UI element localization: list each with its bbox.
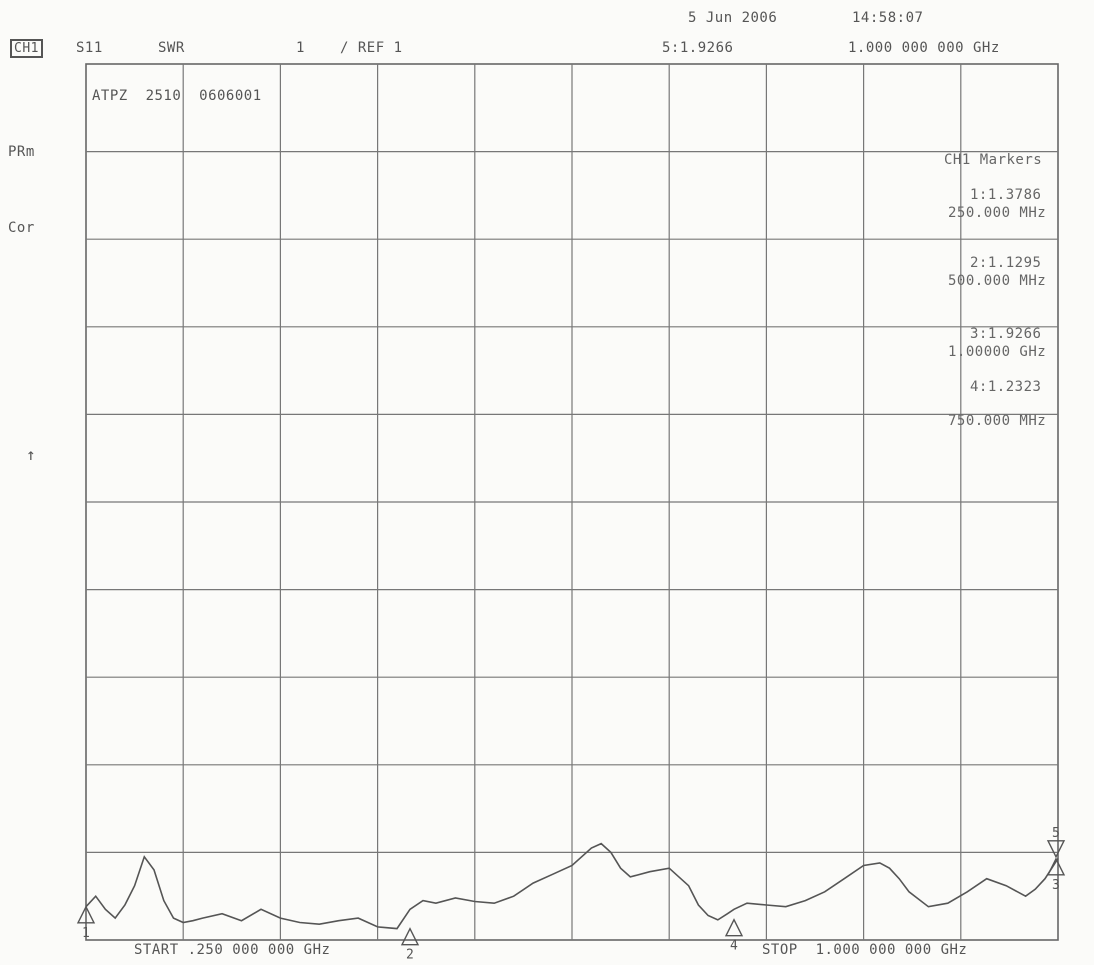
parameter-label: S11 [76, 40, 103, 56]
marker-5-tag: 5 [1052, 826, 1060, 841]
header-time: 14:58:07 [852, 10, 924, 26]
start-frequency: START .250 000 000 GHz [134, 942, 331, 958]
marker-4-frequency: 750.000 MHz [948, 413, 1047, 429]
channel-box: CH1 [10, 39, 43, 58]
marker-3-triangle [1046, 857, 1066, 876]
marker-1-triangle [76, 905, 96, 924]
plot-grid [85, 63, 1059, 941]
swr-trace [85, 842, 1059, 930]
marker-1-value: 1:1.3786 [970, 187, 1042, 203]
channel-label: CH1 [10, 39, 43, 58]
active-marker-frequency: 1.000 000 000 GHz [848, 40, 1000, 56]
marker-2-triangle [400, 927, 420, 946]
active-marker-readout: 5:1.9266 [662, 40, 734, 56]
format-label: SWR [158, 40, 185, 56]
reference-arrow-icon: ↑ [26, 445, 37, 464]
marker-4-triangle [724, 918, 744, 937]
marker-1-tag: 1 [82, 926, 90, 941]
marker-3-frequency: 1.00000 GHz [948, 344, 1047, 360]
marker-4-value: 4:1.2323 [970, 379, 1042, 395]
correction-indicator: Cor [8, 220, 35, 236]
marker-2-frequency: 500.000 MHz [948, 273, 1047, 289]
marker-1-frequency: 250.000 MHz [948, 205, 1047, 221]
reference-label: / REF 1 [340, 40, 403, 56]
stop-frequency: STOP 1.000 000 000 GHz [762, 942, 968, 958]
marker-2-tag: 2 [406, 948, 414, 963]
marker-layer: 1 2 3 4 5 [76, 826, 1066, 963]
header-date: 5 Jun 2006 [688, 10, 778, 26]
markers-title: CH1 Markers [944, 152, 1043, 168]
marker-3-value: 3:1.9266 [970, 326, 1042, 342]
id-annotation: ATPZ 2510 0606001 [92, 88, 262, 104]
marker-3-tag: 3 [1052, 878, 1060, 893]
marker-4-tag: 4 [730, 939, 738, 954]
marker-5-triangle [1046, 840, 1066, 859]
marker-2-value: 2:1.1295 [970, 255, 1042, 271]
scale-label: 1 [296, 40, 305, 56]
parameter-modified-indicator: PRm [8, 144, 35, 160]
